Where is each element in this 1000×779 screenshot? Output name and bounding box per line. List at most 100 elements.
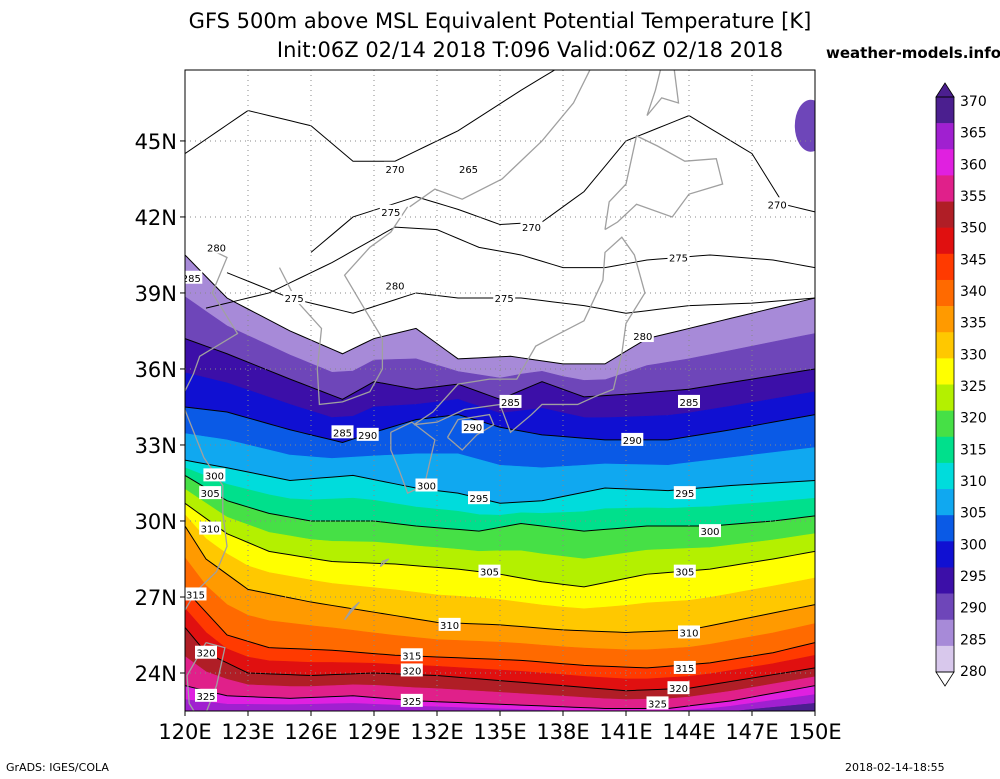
contour-label-bg [199, 486, 222, 500]
warm-blob [794, 99, 815, 152]
colorbar-swatch [936, 384, 954, 411]
colorbar-label: 345 [960, 252, 987, 268]
contour-label: 275 [381, 208, 400, 219]
contour-label: 310 [440, 621, 459, 632]
colorbar-label: 315 [960, 442, 987, 458]
contour-label-bg [520, 220, 543, 234]
contour-label: 275 [285, 294, 304, 305]
contour-label: 305 [675, 568, 694, 579]
contour-280 [185, 254, 815, 365]
colorbar-swatch [936, 306, 954, 333]
contour-label: 325 [196, 692, 215, 703]
colorbar-swatch [936, 541, 954, 568]
colorbar-label: 295 [960, 569, 987, 585]
contour-label: 295 [675, 489, 694, 500]
contour-label-bg [205, 240, 228, 254]
lon-tick-label: 150E [788, 720, 841, 744]
colorbar-swatch [936, 489, 954, 516]
contour-label: 270 [768, 200, 787, 211]
contour-labels: 265 270 270 270 275 275 275 275 280 280 280 285 285 2… [182, 161, 789, 710]
colorbar-label: 290 [960, 601, 987, 617]
coastline-9 [344, 601, 360, 621]
colorbar-label: 350 [960, 221, 987, 237]
contour-310 [185, 525, 815, 633]
lat-tick-label: 42N [135, 206, 177, 230]
contour-label-bg [621, 432, 644, 446]
contour-label: 315 [402, 651, 421, 662]
colorbar-swatch [936, 123, 954, 150]
contour-290 [185, 406, 815, 443]
contour-label-bg [673, 564, 696, 578]
contour-label: 290 [623, 436, 642, 447]
contour-label-bg [195, 645, 217, 659]
contour-label: 290 [358, 431, 377, 442]
coastline-7 [409, 70, 591, 208]
colorbar-label: 320 [960, 411, 987, 427]
contour-label: 270 [522, 223, 541, 234]
contour-label-bg [203, 468, 226, 482]
map-axes: 45N 42N 39N 36N 33N 30N 27N 24N 120E 123E 126E 129E… [135, 130, 842, 744]
contour-label-bg [478, 564, 501, 578]
chart-title: GFS 500m above MSL Equivalent Potential … [188, 9, 812, 33]
contour-label-bg [185, 587, 207, 601]
contour-label-bg [379, 204, 402, 218]
color-band-327.5 [185, 694, 815, 711]
software-credit: GrADS: IGES/COLA [6, 761, 109, 774]
color-band-max [290, 703, 815, 711]
lon-tick-label: 126E [284, 720, 337, 744]
contour-label: 320 [402, 666, 421, 677]
contour-label: 290 [463, 423, 482, 434]
contour-label: 300 [205, 471, 224, 482]
coastline-4 [446, 413, 495, 451]
colorbar-label: 330 [960, 347, 987, 363]
map-plot-area: 265 270 270 270 275 275 275 275 280 280 280 285 285 2… [182, 70, 815, 711]
colorbar-label: 325 [960, 379, 987, 395]
lon-tick-label: 144E [662, 720, 715, 744]
contour-label: 285 [182, 274, 201, 285]
coastline-0 [278, 206, 409, 406]
contour-cold-3 [226, 272, 815, 314]
contour-label: 285 [679, 398, 698, 409]
colorbar-swatch [936, 619, 954, 647]
coastline-2 [413, 236, 646, 434]
colorbar-swatch [936, 567, 954, 594]
colorbar-swatch [936, 462, 954, 490]
colorbar-swatch [936, 253, 954, 281]
colorbar-label: 280 [960, 664, 987, 680]
lat-tick-label: 30N [135, 510, 177, 534]
contour-label-bg [415, 478, 438, 492]
contour-label: 305 [201, 489, 220, 500]
render-timestamp: 2018-02-14-18:55 [845, 761, 945, 774]
lat-lon-grid [185, 70, 815, 711]
contour-label: 295 [469, 494, 488, 505]
colorbar-label: 370 [960, 94, 987, 110]
colorbar-label: 285 [960, 632, 987, 648]
contour-label-bg [673, 486, 696, 500]
coastline-1 [185, 246, 239, 612]
contour-label-bg [766, 197, 789, 211]
contour-label-bg [195, 688, 217, 702]
lon-tick-label: 141E [599, 720, 652, 744]
lon-tick-label: 138E [536, 720, 589, 744]
lon-tick-label: 129E [347, 720, 400, 744]
contour-label-bg [646, 696, 669, 710]
colorbar-label: 300 [960, 537, 987, 553]
contour-label: 280 [633, 332, 652, 343]
colorbar-swatch [936, 358, 954, 385]
contour-label-bg [400, 663, 423, 677]
contour-label: 315 [675, 664, 694, 675]
contour-label: 310 [679, 628, 698, 639]
contour-label-bg [493, 291, 516, 305]
contour-label: 285 [333, 428, 352, 439]
contour-label: 270 [385, 165, 404, 176]
contour-label: 325 [402, 697, 421, 708]
lat-tick-label: 36N [135, 358, 177, 382]
contour-label-bg [667, 681, 690, 695]
coastline-10 [379, 558, 390, 568]
contour-label-bg [331, 425, 354, 439]
contour-label-bg [699, 524, 721, 538]
colorbar-label: 360 [960, 157, 987, 173]
lon-tick-label: 120E [158, 720, 211, 744]
colorbar-label: 355 [960, 189, 987, 205]
